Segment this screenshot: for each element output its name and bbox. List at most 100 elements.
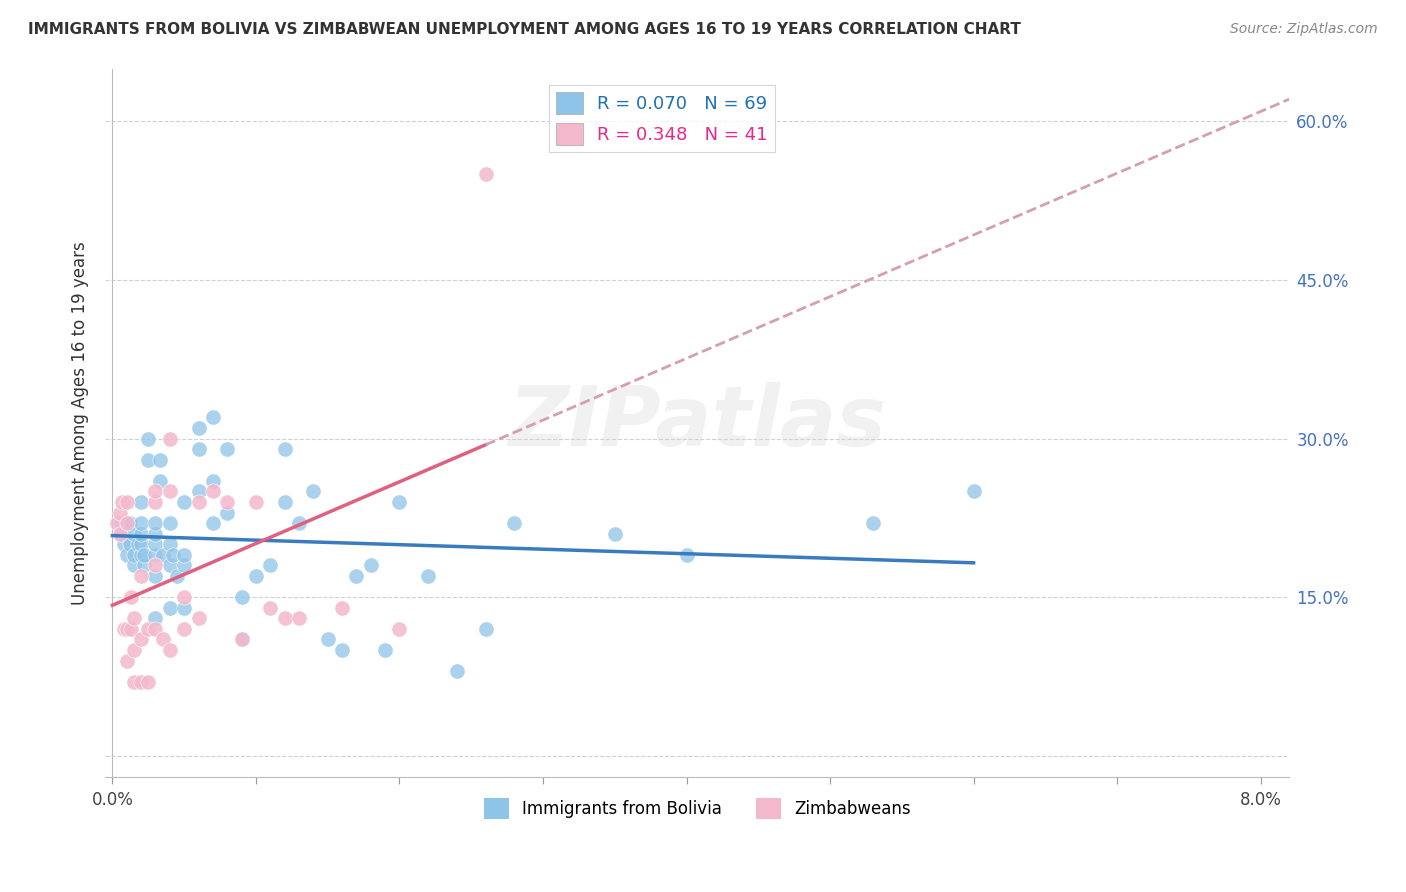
- Point: [122, 548, 145, 562]
- Point: [159, 558, 181, 573]
- Point: [388, 622, 411, 636]
- Point: [187, 421, 209, 435]
- Point: [231, 590, 253, 604]
- Point: [136, 622, 159, 636]
- Point: [115, 516, 138, 530]
- Point: [129, 495, 152, 509]
- Point: [162, 548, 184, 562]
- Point: [173, 495, 195, 509]
- Point: [159, 516, 181, 530]
- Point: [187, 495, 209, 509]
- Point: [360, 558, 382, 573]
- Point: [145, 569, 167, 583]
- Point: [302, 484, 325, 499]
- Point: [159, 484, 181, 499]
- Point: [112, 622, 135, 636]
- Point: [245, 495, 267, 509]
- Point: [152, 548, 174, 562]
- Point: [145, 548, 167, 562]
- Point: [503, 516, 526, 530]
- Point: [145, 526, 167, 541]
- Point: [388, 495, 411, 509]
- Point: [201, 410, 224, 425]
- Text: Source: ZipAtlas.com: Source: ZipAtlas.com: [1230, 22, 1378, 37]
- Point: [129, 526, 152, 541]
- Point: [231, 632, 253, 647]
- Point: [166, 569, 188, 583]
- Point: [122, 611, 145, 625]
- Point: [962, 484, 984, 499]
- Point: [110, 516, 132, 530]
- Point: [675, 548, 697, 562]
- Point: [115, 622, 138, 636]
- Point: [122, 643, 145, 657]
- Point: [201, 474, 224, 488]
- Point: [110, 526, 132, 541]
- Point: [173, 600, 195, 615]
- Point: [122, 558, 145, 573]
- Point: [112, 537, 135, 551]
- Point: [145, 484, 167, 499]
- Point: [201, 484, 224, 499]
- Point: [136, 674, 159, 689]
- Point: [374, 643, 396, 657]
- Point: [245, 569, 267, 583]
- Point: [273, 442, 295, 457]
- Point: [115, 516, 138, 530]
- Point: [108, 506, 131, 520]
- Point: [259, 558, 281, 573]
- Point: [159, 432, 181, 446]
- Point: [129, 548, 152, 562]
- Point: [118, 537, 141, 551]
- Point: [187, 484, 209, 499]
- Point: [129, 537, 152, 551]
- Point: [115, 654, 138, 668]
- Point: [418, 569, 440, 583]
- Point: [273, 495, 295, 509]
- Point: [273, 611, 295, 625]
- Point: [173, 590, 195, 604]
- Point: [115, 548, 138, 562]
- Point: [136, 452, 159, 467]
- Point: [129, 674, 152, 689]
- Point: [120, 622, 142, 636]
- Point: [217, 495, 239, 509]
- Point: [159, 643, 181, 657]
- Point: [316, 632, 339, 647]
- Point: [288, 611, 311, 625]
- Point: [474, 622, 496, 636]
- Point: [173, 548, 195, 562]
- Point: [474, 167, 496, 181]
- Point: [132, 558, 155, 573]
- Point: [344, 569, 367, 583]
- Point: [129, 632, 152, 647]
- Point: [330, 600, 353, 615]
- Point: [120, 590, 142, 604]
- Point: [446, 664, 468, 678]
- Point: [145, 516, 167, 530]
- Point: [145, 495, 167, 509]
- Point: [187, 442, 209, 457]
- Text: ZIPatlas: ZIPatlas: [509, 382, 886, 463]
- Point: [111, 495, 134, 509]
- Point: [122, 526, 145, 541]
- Point: [145, 558, 167, 573]
- Point: [132, 548, 155, 562]
- Point: [122, 674, 145, 689]
- Point: [330, 643, 353, 657]
- Point: [129, 569, 152, 583]
- Point: [603, 526, 626, 541]
- Point: [288, 516, 311, 530]
- Y-axis label: Unemployment Among Ages 16 to 19 years: Unemployment Among Ages 16 to 19 years: [72, 241, 89, 605]
- Point: [145, 537, 167, 551]
- Point: [149, 452, 172, 467]
- Point: [129, 516, 152, 530]
- Point: [217, 506, 239, 520]
- Point: [149, 474, 172, 488]
- Point: [862, 516, 884, 530]
- Point: [115, 495, 138, 509]
- Point: [173, 558, 195, 573]
- Point: [187, 611, 209, 625]
- Point: [136, 432, 159, 446]
- Text: IMMIGRANTS FROM BOLIVIA VS ZIMBABWEAN UNEMPLOYMENT AMONG AGES 16 TO 19 YEARS COR: IMMIGRANTS FROM BOLIVIA VS ZIMBABWEAN UN…: [28, 22, 1021, 37]
